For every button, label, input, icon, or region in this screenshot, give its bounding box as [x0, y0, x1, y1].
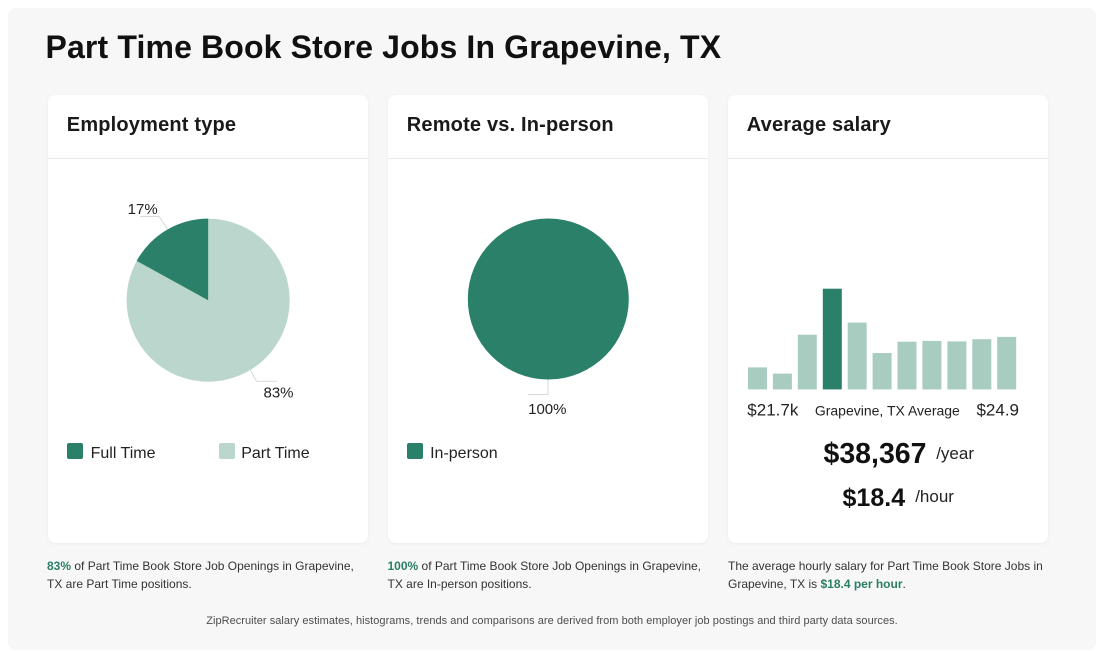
- svg-text:Average salary: Average salary: [747, 114, 892, 136]
- svg-text:$21.7k: $21.7k: [747, 400, 799, 419]
- svg-text:/year: /year: [936, 444, 974, 463]
- svg-text:/hour: /hour: [915, 487, 954, 506]
- svg-text:$24.9: $24.9: [976, 400, 1019, 419]
- svg-text:17%: 17%: [128, 201, 158, 218]
- svg-text:Remote vs. In-person: Remote vs. In-person: [407, 114, 614, 136]
- svg-text:Grapevine, TX Average: Grapevine, TX Average: [815, 402, 960, 418]
- svg-text:Employment type: Employment type: [67, 114, 236, 136]
- svg-text:100%: 100%: [528, 401, 566, 418]
- svg-text:$18.4: $18.4: [843, 484, 906, 512]
- svg-text:$38,367: $38,367: [823, 438, 926, 470]
- svg-text:83%: 83%: [264, 385, 294, 402]
